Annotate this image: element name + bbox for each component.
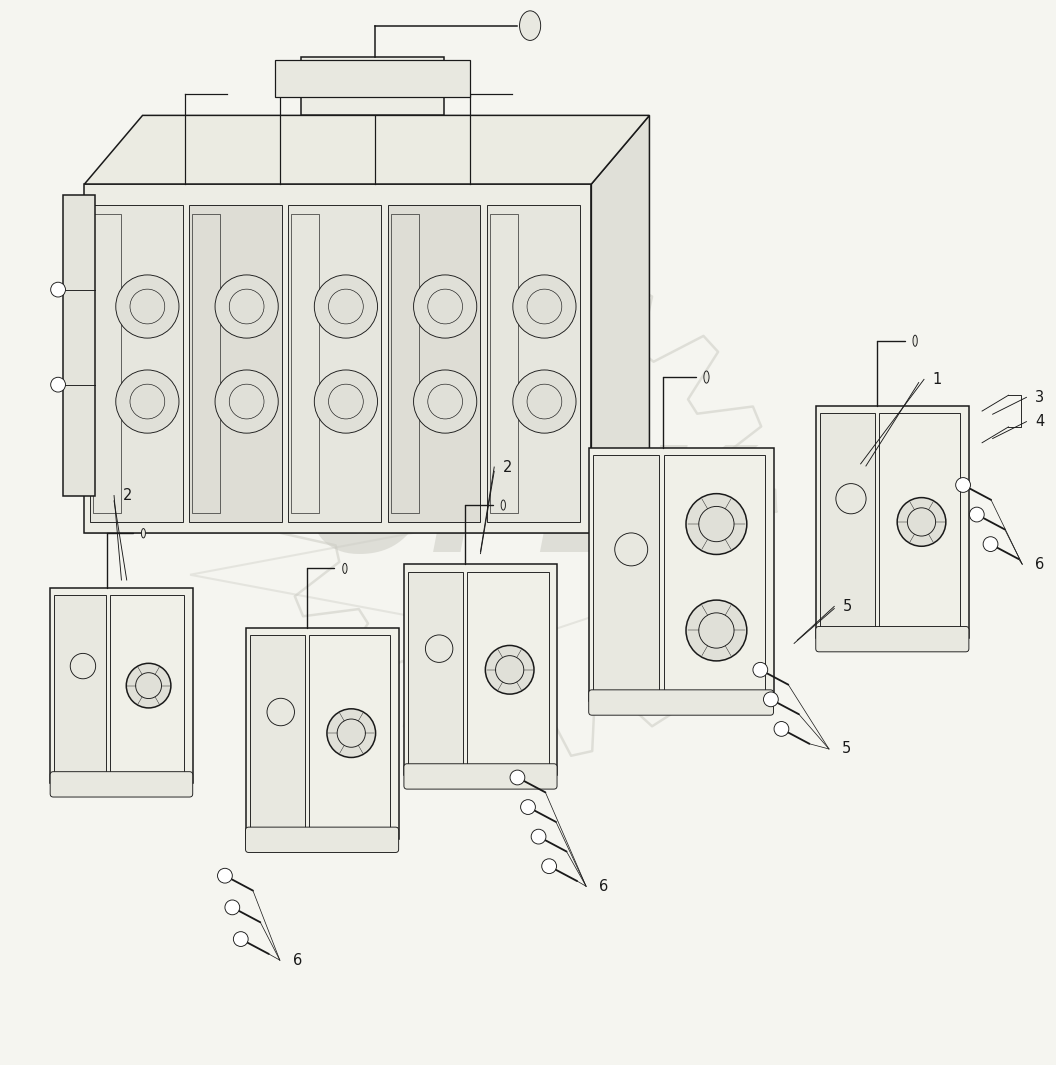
Bar	[110, 595, 184, 776]
Circle shape	[233, 932, 248, 947]
Bar	[250, 635, 305, 832]
Circle shape	[510, 770, 525, 785]
Ellipse shape	[520, 11, 541, 40]
Text: 4: 4	[1035, 414, 1044, 429]
Ellipse shape	[142, 528, 146, 538]
Ellipse shape	[913, 335, 918, 346]
Circle shape	[225, 900, 240, 915]
FancyBboxPatch shape	[51, 772, 192, 797]
Circle shape	[521, 800, 535, 815]
Ellipse shape	[704, 371, 709, 383]
Bar	[589, 448, 773, 702]
Circle shape	[969, 507, 984, 522]
Bar	[291, 214, 319, 513]
Circle shape	[956, 477, 970, 492]
Text: 6: 6	[1035, 557, 1044, 572]
Polygon shape	[84, 184, 591, 532]
Bar	[664, 456, 765, 694]
Bar	[51, 588, 192, 783]
Bar	[309, 635, 390, 832]
FancyBboxPatch shape	[589, 690, 773, 716]
Bar	[819, 413, 875, 630]
Bar	[189, 206, 282, 522]
Polygon shape	[591, 115, 649, 532]
Bar	[63, 195, 95, 495]
Circle shape	[315, 370, 377, 433]
Bar	[93, 214, 120, 513]
Circle shape	[127, 663, 171, 708]
Circle shape	[414, 275, 476, 338]
Circle shape	[531, 830, 546, 845]
Bar	[275, 61, 470, 97]
Circle shape	[51, 377, 65, 392]
Bar	[815, 406, 969, 638]
Circle shape	[116, 275, 178, 338]
Bar	[487, 206, 580, 522]
FancyBboxPatch shape	[815, 626, 969, 652]
Ellipse shape	[502, 499, 506, 510]
Text: 3: 3	[1035, 390, 1044, 405]
Circle shape	[215, 370, 278, 433]
Ellipse shape	[343, 563, 347, 573]
Circle shape	[315, 275, 377, 338]
Text: 5: 5	[842, 741, 851, 756]
Bar	[391, 214, 418, 513]
Text: OPEK: OPEK	[306, 441, 750, 581]
Bar	[301, 58, 444, 115]
Circle shape	[686, 600, 747, 661]
Polygon shape	[84, 115, 649, 184]
Circle shape	[513, 275, 576, 338]
Bar	[288, 206, 381, 522]
Circle shape	[686, 494, 747, 555]
Circle shape	[753, 662, 768, 677]
Bar	[490, 214, 517, 513]
Bar	[245, 627, 398, 839]
Circle shape	[486, 645, 534, 694]
Circle shape	[218, 868, 232, 883]
Circle shape	[774, 721, 789, 736]
Bar	[593, 456, 659, 694]
Circle shape	[983, 537, 998, 552]
Text: 2: 2	[503, 459, 512, 475]
Text: 1: 1	[932, 372, 942, 387]
Text: 6: 6	[599, 879, 608, 894]
Bar	[388, 206, 480, 522]
Circle shape	[898, 497, 946, 546]
Circle shape	[542, 858, 557, 873]
Bar	[55, 595, 106, 776]
Text: 2: 2	[122, 488, 132, 503]
Bar	[880, 413, 961, 630]
Bar	[192, 214, 220, 513]
Polygon shape	[84, 464, 649, 532]
Circle shape	[116, 370, 178, 433]
Bar	[403, 564, 558, 775]
Circle shape	[763, 692, 778, 707]
Circle shape	[215, 275, 278, 338]
Bar	[90, 206, 183, 522]
Circle shape	[513, 370, 576, 433]
Text: 6: 6	[293, 953, 302, 968]
Bar	[408, 572, 464, 768]
Text: 5: 5	[843, 599, 852, 613]
Bar	[468, 572, 549, 768]
Circle shape	[327, 709, 376, 757]
Circle shape	[51, 282, 65, 297]
FancyBboxPatch shape	[245, 828, 398, 852]
Circle shape	[414, 370, 476, 433]
FancyBboxPatch shape	[403, 764, 558, 789]
